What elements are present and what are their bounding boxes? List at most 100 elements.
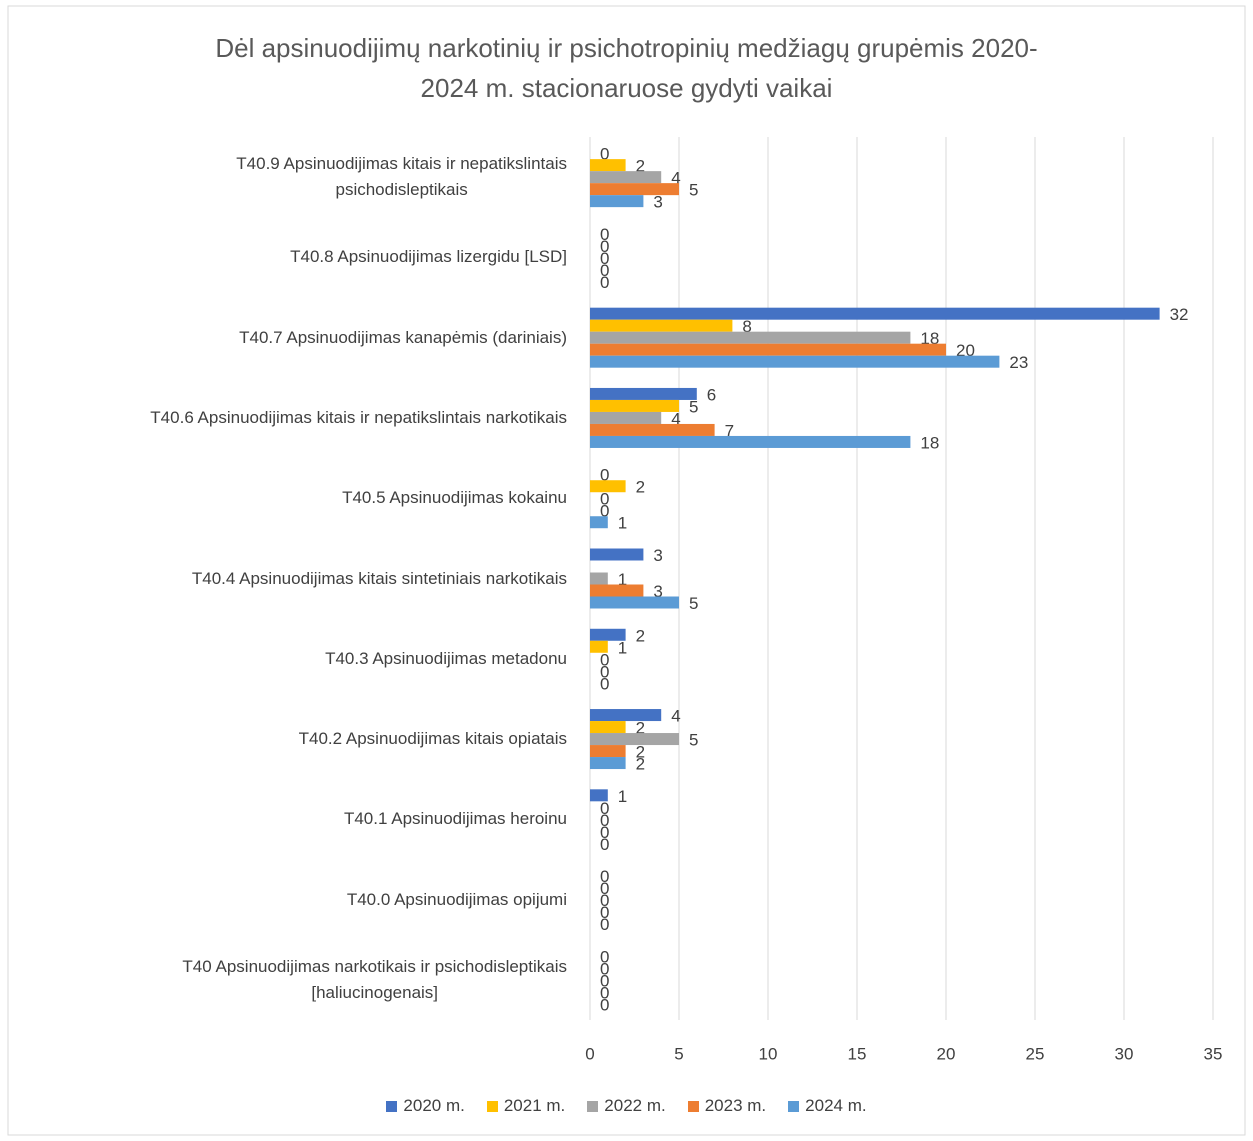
x-tick-label: 0 — [585, 1044, 594, 1063]
data-label: 0 — [600, 261, 609, 280]
data-label: 0 — [600, 799, 609, 818]
bar — [590, 195, 644, 208]
x-tick-label: 5 — [674, 1044, 683, 1063]
data-label: 18 — [920, 329, 939, 348]
x-tick-label: 25 — [1026, 1044, 1045, 1063]
bar — [590, 757, 626, 770]
data-label: 0 — [600, 502, 609, 521]
x-tick-label: 35 — [1204, 1044, 1223, 1063]
data-label: 0 — [600, 225, 609, 244]
bar — [590, 640, 608, 653]
y-tick-label: T40.5 Apsinuodijimas kokainu — [342, 488, 567, 508]
y-tick-label: T40 Apsinuodijimas narkotikais ir psicho… — [182, 956, 567, 1002]
y-tick-label: T40.9 Apsinuodijimas kitais ir nepatiksl… — [236, 154, 567, 200]
y-tick-label: T40.3 Apsinuodijimas metadonu — [325, 648, 567, 668]
bar — [590, 733, 679, 746]
legend-item: 2022 m. — [587, 1096, 666, 1116]
bar — [590, 480, 626, 493]
data-label: 0 — [600, 959, 609, 978]
data-label: 32 — [1170, 305, 1189, 324]
bar — [590, 319, 733, 332]
data-label: 0 — [600, 823, 609, 842]
bar — [590, 789, 608, 802]
bar — [590, 596, 679, 609]
data-label: 0 — [600, 237, 609, 256]
data-label: 5 — [689, 397, 698, 416]
data-label: 7 — [725, 421, 734, 440]
y-tick-label: T40.1 Apsinuodijimas heroinu — [343, 809, 567, 829]
data-label: 0 — [600, 971, 609, 990]
data-label: 0 — [600, 674, 609, 693]
data-label: 0 — [600, 879, 609, 898]
x-tick-label: 20 — [937, 1044, 956, 1063]
data-label: 0 — [600, 145, 609, 164]
legend-item: 2024 m. — [788, 1096, 867, 1116]
y-tick-label: T40.0 Apsinuodijimas opijumi — [346, 889, 567, 909]
bar — [590, 709, 662, 722]
bar — [590, 399, 679, 412]
data-label: 20 — [956, 341, 975, 360]
data-label: 2 — [636, 478, 645, 497]
data-label: 2 — [636, 755, 645, 774]
legend: 2020 m. 2021 m. 2022 m. 2023 m. 2024 m. — [0, 1096, 1253, 1116]
data-label: 0 — [600, 273, 609, 292]
x-tick-label: 30 — [1115, 1044, 1134, 1063]
data-label: 0 — [600, 867, 609, 886]
data-label: 0 — [600, 490, 609, 509]
legend-label: 2020 m. — [403, 1096, 465, 1115]
x-tick-label: 15 — [848, 1044, 867, 1063]
data-label: 2 — [636, 719, 645, 738]
legend-item: 2020 m. — [386, 1096, 465, 1116]
bar — [590, 331, 911, 344]
bar — [590, 584, 644, 597]
data-label: 2 — [636, 157, 645, 176]
bar — [590, 343, 946, 356]
data-label: 2 — [636, 743, 645, 762]
data-label: 0 — [600, 915, 609, 934]
data-label: 0 — [600, 995, 609, 1014]
data-label: 18 — [920, 433, 939, 452]
legend-swatch — [687, 1100, 699, 1112]
data-label: 8 — [742, 317, 751, 336]
bar — [590, 423, 715, 436]
data-label: 0 — [600, 903, 609, 922]
data-label: 0 — [600, 835, 609, 854]
bar — [590, 516, 608, 529]
data-label: 4 — [671, 707, 680, 726]
bar — [590, 411, 662, 424]
chart-border — [7, 5, 1246, 1136]
y-tick-label: T40.8 Apsinuodijimas lizergidu [LSD] — [290, 247, 567, 267]
bar — [590, 183, 679, 196]
data-label: 0 — [600, 466, 609, 485]
bar — [590, 721, 626, 734]
bar — [590, 355, 1000, 368]
y-tick-label: T40.6 Apsinuodijimas kitais ir nepatiksl… — [150, 407, 567, 427]
data-label: 3 — [653, 582, 662, 601]
data-label: 5 — [689, 731, 698, 750]
data-label: 0 — [600, 811, 609, 830]
data-label: 1 — [618, 638, 627, 657]
data-label: 0 — [600, 891, 609, 910]
legend-label: 2023 m. — [704, 1096, 767, 1115]
y-tick-label: T40.2 Apsinuodijimas kitais opiatais — [298, 729, 567, 749]
data-label: 0 — [600, 249, 609, 268]
data-label: 3 — [653, 193, 662, 212]
data-label: 3 — [653, 546, 662, 565]
chart-title: Dėl apsinuodijimų narkotinių ir psichotr… — [215, 33, 1038, 103]
x-tick-label: 10 — [759, 1044, 778, 1063]
bar — [590, 387, 697, 400]
legend-swatch — [587, 1100, 599, 1112]
bar — [590, 745, 626, 758]
legend-label: 2022 m. — [604, 1096, 666, 1115]
data-label: 2 — [636, 626, 645, 645]
data-label: 4 — [671, 409, 680, 428]
bar — [590, 159, 626, 172]
legend-label: 2024 m. — [805, 1096, 867, 1115]
bar — [590, 572, 608, 585]
bar — [590, 628, 626, 641]
bar — [590, 171, 662, 184]
data-label: 1 — [618, 787, 627, 806]
data-label: 23 — [1009, 353, 1028, 372]
